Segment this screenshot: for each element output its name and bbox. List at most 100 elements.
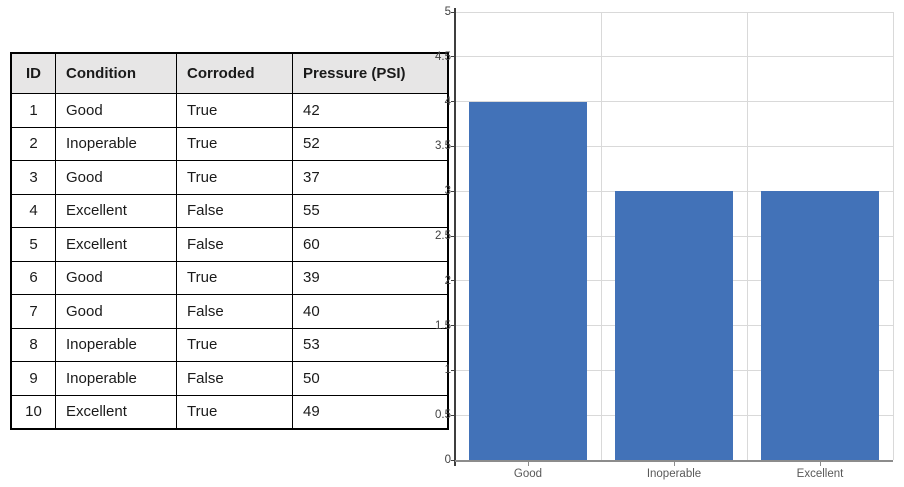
table-cell: 39 [292, 260, 449, 295]
y-tick-label: 0 [444, 454, 451, 466]
bar-excellent [761, 191, 879, 460]
column-header-condition: Condition [55, 52, 177, 94]
table-cell: Excellent [55, 227, 177, 262]
table-cell: 3 [10, 160, 56, 195]
table-cell: Inoperable [55, 126, 177, 161]
table-row: 1 Good True 42 [10, 93, 449, 128]
v-gridline [746, 12, 748, 460]
v-gridline [892, 12, 894, 460]
x-category-label: Inoperable [646, 468, 702, 480]
table-row: 10 Excellent True 49 [10, 394, 449, 430]
table-cell: False [176, 361, 293, 396]
y-axis-tick [451, 414, 455, 416]
table-cell: Good [55, 294, 177, 329]
table-cell: 8 [10, 327, 56, 362]
x-category-label: Good [513, 468, 543, 480]
table-cell: Excellent [55, 394, 177, 430]
y-axis-tick [451, 145, 455, 147]
x-category-label: Excellent [796, 468, 844, 480]
table-cell: Good [55, 93, 177, 128]
table-row: 6 Good True 39 [10, 260, 449, 295]
h-gridline [455, 145, 893, 147]
v-gridline [600, 12, 602, 460]
table-cell: True [176, 160, 293, 195]
table-cell: 10 [10, 394, 56, 430]
condition-count-bar-chart: 0 0.5 1 1.5 2 2.5 3 3.5 4 4.5 5 Good Inoperable Excel… [430, 0, 904, 487]
table-cell: 42 [292, 93, 449, 128]
y-axis-tick [451, 235, 455, 237]
y-axis-tick [451, 459, 455, 461]
table-cell: 2 [10, 126, 56, 161]
table-cell: True [176, 394, 293, 430]
y-axis-tick [451, 280, 455, 282]
table-cell: 50 [292, 361, 449, 396]
x-axis-tick [674, 461, 675, 466]
table-row: 8 Inoperable True 53 [10, 327, 449, 362]
pipe-data-table: ID Condition Corroded Pressure (PSI) 1 Good T… [10, 52, 449, 430]
y-axis-tick [451, 325, 455, 327]
table-cell: 1 [10, 93, 56, 128]
table-cell: 53 [292, 327, 449, 362]
y-tick-label: 1 [444, 364, 451, 377]
y-axis-line [454, 8, 456, 466]
y-tick-label: 4 [444, 95, 451, 108]
bar-good [469, 101, 587, 460]
h-gridline [455, 101, 893, 103]
h-gridline [455, 11, 893, 13]
y-axis-tick [451, 190, 455, 192]
table-row: 9 Inoperable False 50 [10, 361, 449, 396]
table-cell: 49 [292, 394, 449, 430]
column-header-id: ID [10, 52, 56, 94]
y-axis-tick [451, 369, 455, 371]
table-cell: Inoperable [55, 327, 177, 362]
y-tick-label: 1.5 [435, 319, 451, 332]
table-header-row: ID Condition Corroded Pressure (PSI) [10, 52, 449, 94]
table-cell: True [176, 93, 293, 128]
y-tick-label: 3 [444, 185, 451, 198]
table-cell: 9 [10, 361, 56, 396]
y-tick-label: 2.5 [435, 230, 451, 242]
table-cell: 40 [292, 294, 449, 329]
table-cell: 5 [10, 227, 56, 262]
y-axis-tick [451, 56, 455, 58]
y-tick-label: 0.5 [435, 409, 451, 422]
y-axis-tick [451, 11, 455, 13]
y-tick-label: 2 [444, 274, 451, 287]
bar-inoperable [615, 191, 733, 460]
h-gridline [455, 56, 893, 58]
x-axis-tick [820, 461, 821, 466]
table-cell: False [176, 227, 293, 262]
table-cell: True [176, 327, 293, 362]
table-cell: 7 [10, 294, 56, 329]
table-cell: Good [55, 160, 177, 195]
table-cell: Good [55, 260, 177, 295]
table-cell: 60 [292, 227, 449, 262]
y-tick-label: 5 [444, 6, 451, 18]
y-tick-label: 3.5 [435, 140, 451, 153]
table-cell: 37 [292, 160, 449, 195]
table-row: 3 Good True 37 [10, 160, 449, 195]
column-header-pressure-psi: Pressure (PSI) [292, 52, 449, 94]
table-cell: Excellent [55, 193, 177, 228]
table-cell: True [176, 126, 293, 161]
x-axis-tick [528, 461, 529, 466]
table-row: 2 Inoperable True 52 [10, 126, 449, 161]
table-cell: Inoperable [55, 361, 177, 396]
table-row: 7 Good False 40 [10, 294, 449, 329]
table-row: 5 Excellent False 60 [10, 227, 449, 262]
table-cell: False [176, 294, 293, 329]
y-axis-tick [451, 101, 455, 103]
table-cell: 55 [292, 193, 449, 228]
y-tick-label: 4.5 [435, 50, 451, 63]
table-cell: True [176, 260, 293, 295]
table-cell: 4 [10, 193, 56, 228]
table-cell: 52 [292, 126, 449, 161]
table-body: 1 Good True 42 2 Inoperable True 52 3 Good True 37 4… [10, 93, 449, 430]
table-cell: 6 [10, 260, 56, 295]
x-axis-line [455, 460, 893, 462]
table-header: ID Condition Corroded Pressure (PSI) [10, 52, 449, 94]
table-cell: False [176, 193, 293, 228]
column-header-corroded: Corroded [176, 52, 293, 94]
table-row: 4 Excellent False 55 [10, 193, 449, 228]
